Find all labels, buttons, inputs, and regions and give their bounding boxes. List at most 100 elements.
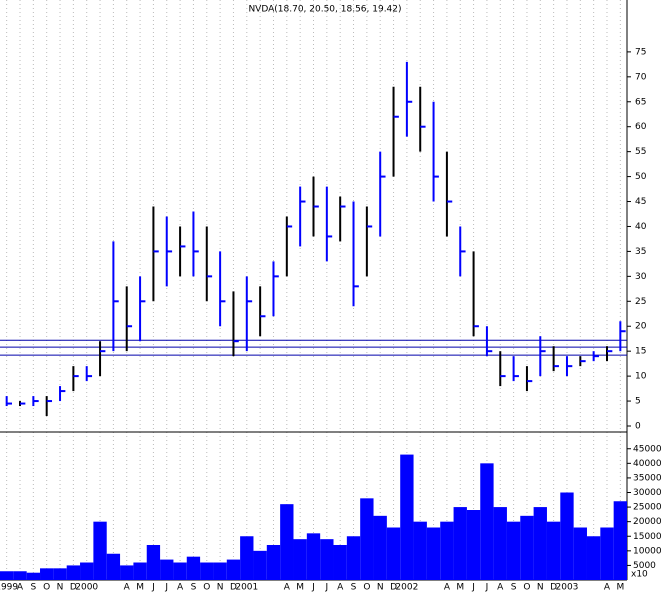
x-tick-label: A: [124, 583, 131, 592]
volume-bar: [573, 527, 587, 580]
volume-bar: [280, 504, 294, 580]
y-tick-label: 30: [635, 272, 647, 282]
volume-bar: [213, 562, 227, 580]
volume-bar: [200, 562, 214, 580]
volume-bar: [40, 568, 54, 580]
x-tick-label: S: [191, 583, 197, 592]
x-tick-label: J: [164, 583, 168, 592]
volume-bar: [66, 565, 81, 580]
y-tick-label: 10: [635, 372, 647, 382]
volume-bar: [186, 556, 201, 580]
x-tick-label: 2002: [395, 583, 418, 592]
volume-bar: [493, 507, 507, 580]
x-tick-label: 2003: [556, 583, 579, 592]
x-tick-label: S: [30, 583, 36, 592]
volume-bar: [400, 454, 414, 580]
volume-bar: [120, 565, 134, 580]
volume-bar: [53, 568, 67, 580]
volume-bar: [160, 559, 174, 580]
y-tick-label: 45: [635, 197, 646, 207]
x-tick-label: N: [57, 583, 64, 592]
volume-bar: [293, 539, 307, 580]
volume-tick-label: 45000: [633, 444, 662, 454]
chart-title: NVDA(18.70, 20.50, 18.56, 19.42): [248, 5, 401, 15]
y-tick-label: 15: [635, 347, 646, 357]
x-tick-label: N: [377, 583, 384, 592]
x-tick-label: N: [537, 583, 544, 592]
y-tick-label: 0: [635, 422, 641, 432]
x-tick-label: J: [151, 583, 155, 592]
volume-tick-label: 40000: [633, 459, 662, 469]
x-tick-label: A: [17, 583, 24, 592]
volume-tick-label: 35000: [633, 473, 662, 483]
volume-tick-label: 15000: [633, 532, 662, 542]
volume-bar: [146, 545, 161, 580]
volume-bar: [266, 545, 281, 580]
x-tick-label: J: [311, 583, 315, 592]
volume-bar: [546, 521, 561, 580]
volume-bar: [466, 510, 481, 580]
x-tick-label: O: [203, 583, 210, 592]
volume-bar: [413, 521, 427, 580]
volume-bar: [386, 527, 401, 580]
x-tick-label: M: [296, 583, 304, 592]
volume-bar: [320, 539, 334, 580]
volume-bar: [226, 559, 241, 580]
x-tick-label: A: [337, 583, 344, 592]
y-tick-label: 55: [635, 147, 646, 157]
x-tick-label: M: [616, 583, 624, 592]
volume-tick-label: 5000: [633, 561, 656, 571]
y-tick-label: 25: [635, 297, 646, 307]
volume-bar: [520, 515, 534, 580]
x-tick-label: D: [70, 583, 77, 592]
x-tick-label: N: [217, 583, 224, 592]
x-tick-label: A: [284, 583, 291, 592]
volume-bar: [480, 463, 494, 580]
x-tick-label: O: [523, 583, 530, 592]
volume-bar: [533, 507, 547, 580]
volume-bar: [373, 515, 387, 580]
x-tick-label: J: [485, 583, 489, 592]
x-tick-label: O: [363, 583, 370, 592]
y-tick-label: 20: [635, 322, 647, 332]
volume-bar: [613, 501, 627, 580]
x-tick-label: M: [136, 583, 144, 592]
x-tick-label: D: [550, 583, 557, 592]
volume-bar: [253, 550, 267, 580]
volume-bar: [80, 562, 94, 580]
volume-bar: [0, 571, 14, 580]
volume-tick-label: 20000: [633, 517, 662, 527]
volume-bar: [453, 507, 467, 580]
volume-bar: [586, 536, 601, 580]
volume-bar: [506, 521, 521, 580]
volume-bar: [333, 545, 347, 580]
y-tick-label: 65: [635, 97, 646, 107]
volume-bar: [306, 533, 321, 580]
x-tick-label: O: [43, 583, 50, 592]
y-tick-label: 40: [635, 222, 647, 232]
volume-unit: x10: [631, 570, 648, 580]
x-tick-label: J: [471, 583, 475, 592]
volume-tick-label: 10000: [633, 546, 662, 556]
y-tick-label: 60: [635, 122, 647, 132]
y-tick-label: 35: [635, 247, 646, 257]
y-tick-label: 75: [635, 47, 646, 57]
x-tick-label: 1999: [0, 583, 18, 592]
volume-tick-label: 30000: [633, 488, 662, 498]
volume-bar: [106, 553, 121, 580]
volume-bar: [93, 521, 107, 580]
x-tick-label: A: [177, 583, 184, 592]
x-tick-label: D: [390, 583, 397, 592]
x-tick-label: A: [604, 583, 611, 592]
x-tick-label: M: [456, 583, 464, 592]
volume-bar: [173, 562, 187, 580]
x-tick-label: A: [497, 583, 504, 592]
volume-bar: [240, 536, 254, 580]
y-tick-label: 5: [635, 397, 641, 407]
volume-tick-label: 25000: [633, 503, 662, 513]
volume-bar: [26, 572, 41, 580]
volume-bar: [360, 498, 374, 580]
y-tick-label: 50: [635, 172, 647, 182]
